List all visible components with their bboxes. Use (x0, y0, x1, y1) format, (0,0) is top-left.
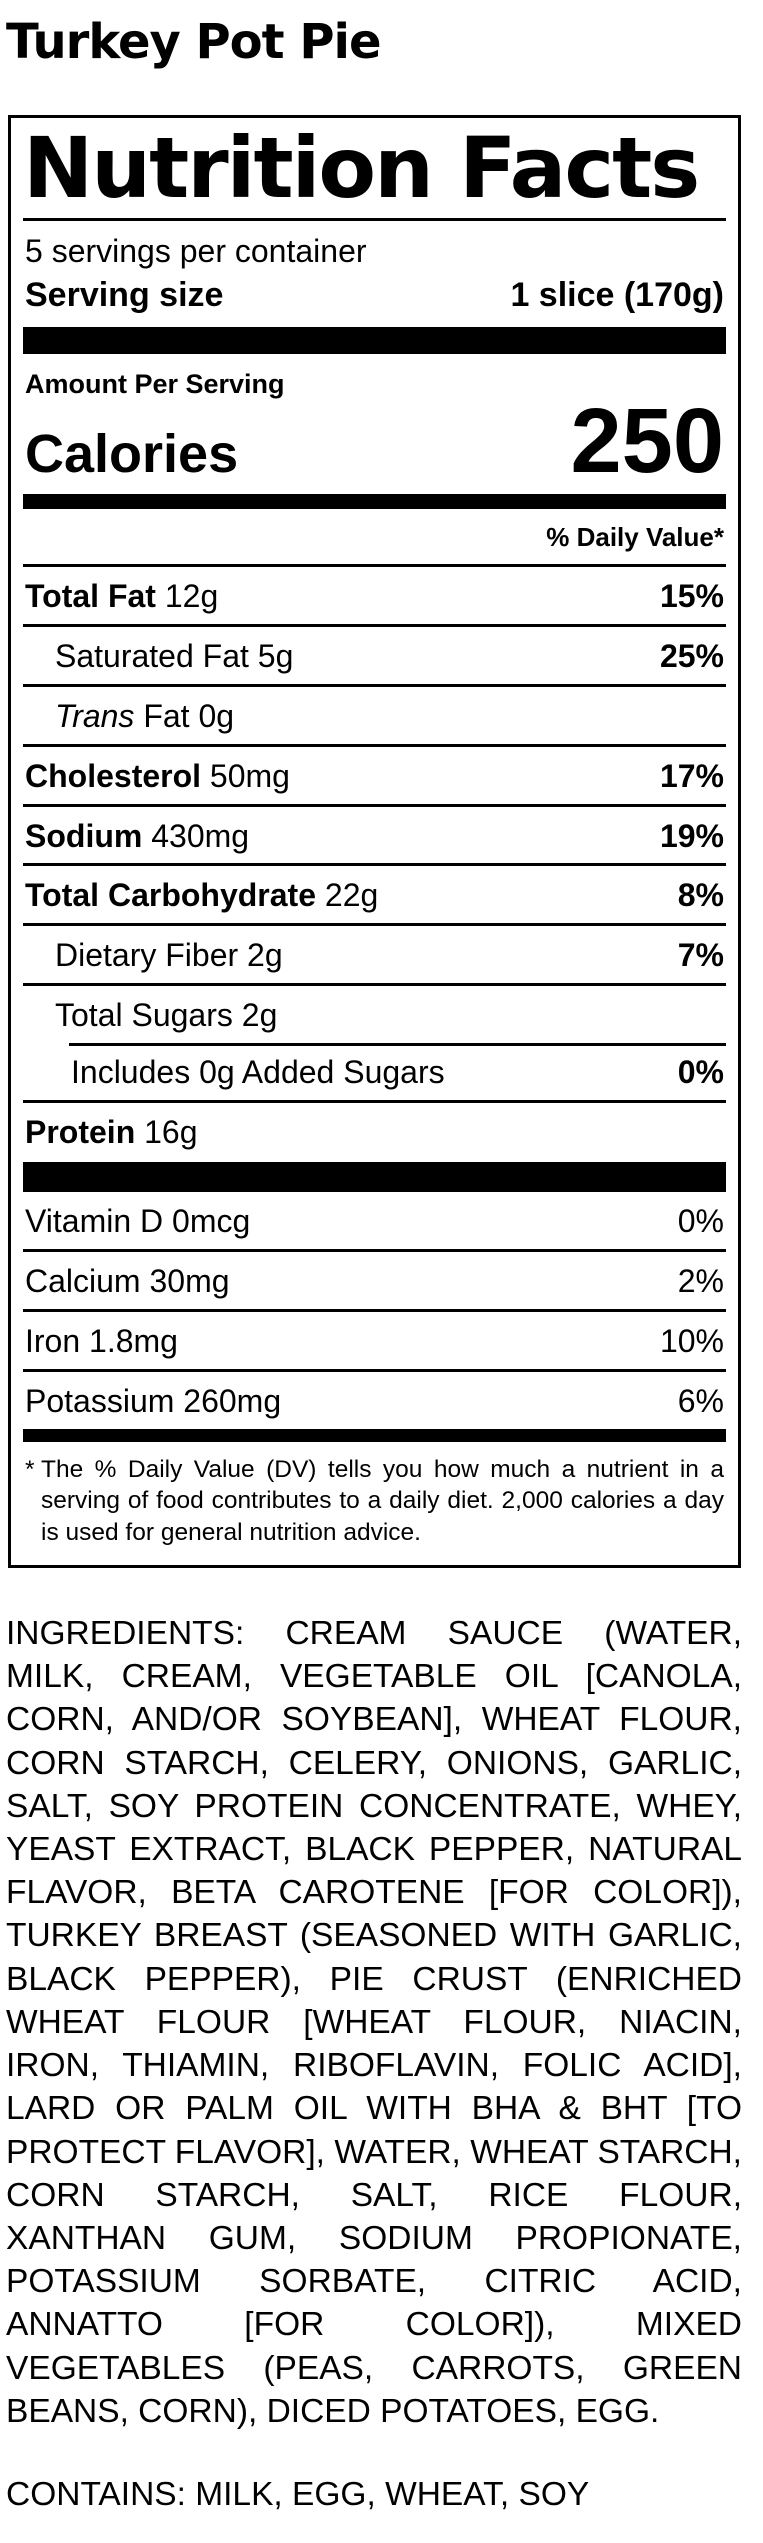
nutrient-row-trans-fat: Trans Fat 0g (23, 683, 726, 744)
nutrient-rows: Total Fat 12g 15% Saturated Fat 5g 25% Trans… (23, 564, 726, 1159)
ingredients-paragraph: INGREDIENTS: CREAM SAUCE (WATER, MILK, C… (6, 1615, 742, 2430)
section-divider-medium (23, 494, 726, 510)
nutrient-daily-value: 8% (677, 877, 724, 914)
nutrient-row-includes-0g-added-sugars: Includes 0g Added Sugars 0% (23, 1042, 726, 1100)
nutrient-name: Trans Fat 0g (55, 697, 235, 734)
calories-row: Calories 250 (23, 389, 726, 494)
nutrient-name: Includes 0g Added Sugars (71, 1053, 445, 1090)
nutrient-name: Protein 16g (25, 1113, 198, 1150)
serving-size-label: Serving size (25, 275, 224, 314)
section-divider-thick (23, 326, 726, 354)
daily-value-header: % Daily Value* (546, 522, 724, 553)
nutrient-name: Sodium 430mg (25, 817, 250, 854)
micronutrient-rows: Vitamin D 0mcg 0% Calcium 30mg 2% Iron 1.8mg… (23, 1192, 726, 1428)
nutrient-row-total-fat: Total Fat 12g 15% (23, 564, 726, 624)
daily-value-footnote: * The % Daily Value (DV) tells you how m… (23, 1442, 726, 1552)
nutrient-daily-value: 19% (659, 817, 724, 854)
servings-per-container: 5 servings per container (25, 232, 367, 269)
nutrient-name: Dietary Fiber 2g (55, 937, 283, 974)
nutrient-daily-value: 0% (677, 1053, 724, 1090)
nutrient-row-protein: Protein 16g (23, 1099, 726, 1160)
nutrient-row-saturated-fat: Saturated Fat 5g 25% (23, 624, 726, 684)
footnote-text: The % Daily Value (DV) tells you how muc… (41, 1455, 724, 1547)
nutrient-name: Total Fat 12g (25, 578, 219, 615)
nutrient-row-cholesterol: Cholesterol 50mg 17% (23, 743, 726, 804)
nutrient-daily-value: 7% (677, 937, 724, 974)
serving-size-row: Serving size 1 slice (170g) (23, 270, 726, 327)
nutrient-name: Calcium 30mg (25, 1263, 230, 1300)
section-divider-medium (23, 1428, 726, 1442)
nutrient-row-total-carbohydrate: Total Carbohydrate 22g 8% (23, 863, 726, 923)
allergen-contains-statement: CONTAINS: MILK, EGG, WHEAT, SOY (6, 2475, 590, 2513)
page-title: Turkey Pot Pie (6, 14, 382, 70)
calories-value: 250 (570, 389, 725, 492)
nutrient-name: Saturated Fat 5g (55, 638, 294, 675)
nutrient-daily-value: 6% (677, 1382, 724, 1419)
nutrient-daily-value: 0% (677, 1203, 724, 1240)
nutrient-name: Total Carbohydrate 22g (25, 877, 379, 914)
nutrient-row-potassium: Potassium 260mg 6% (23, 1368, 726, 1429)
nutrient-row-sodium: Sodium 430mg 19% (23, 803, 726, 864)
nutrient-name: Vitamin D 0mcg (25, 1203, 251, 1240)
nutrient-row-calcium: Calcium 30mg 2% (23, 1249, 726, 1309)
serving-size-value: 1 slice (170g) (510, 275, 724, 314)
nutrient-row-total-sugars: Total Sugars 2g (23, 982, 726, 1043)
nutrient-daily-value: 25% (659, 638, 724, 675)
nutrient-row-iron: Iron 1.8mg 10% (23, 1308, 726, 1369)
nutrition-facts-label: Nutrition Facts 5 servings per container… (8, 114, 741, 1569)
nutrient-name: Iron 1.8mg (25, 1322, 178, 1359)
section-divider-thick (23, 1162, 726, 1193)
nutrient-daily-value: 15% (659, 578, 724, 615)
nutrient-row-dietary-fiber: Dietary Fiber 2g 7% (23, 923, 726, 983)
footnote-asterisk: * (25, 1455, 35, 1483)
calories-label: Calories (25, 423, 239, 484)
nutrient-daily-value: 2% (677, 1263, 724, 1300)
nutrient-name: Potassium 260mg (25, 1382, 282, 1419)
nutrient-row-vitamin-d: Vitamin D 0mcg 0% (23, 1192, 726, 1249)
nutrition-facts-heading: Nutrition Facts (23, 126, 726, 221)
amount-per-serving-label: Amount Per Serving (25, 368, 285, 399)
nutrient-daily-value: 17% (659, 757, 724, 794)
nutrient-name: Total Sugars 2g (55, 996, 278, 1033)
nutrient-name: Cholesterol 50mg (25, 757, 290, 794)
nutrient-daily-value: 10% (659, 1322, 724, 1359)
